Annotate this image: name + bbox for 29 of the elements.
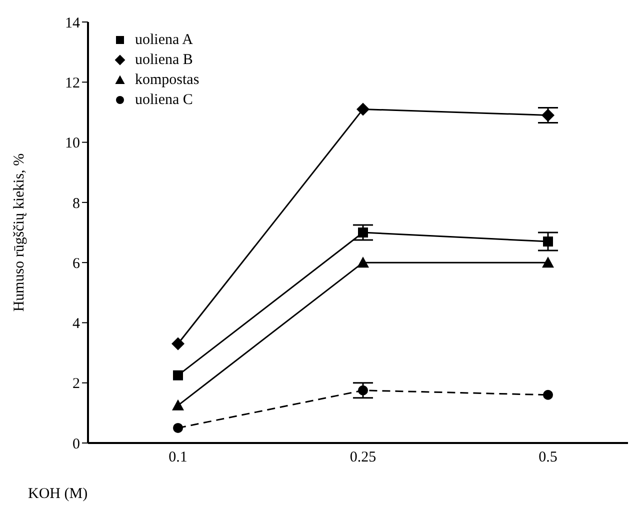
- y-tick-label: 2: [72, 376, 80, 392]
- y-tick-label: 6: [72, 256, 80, 272]
- x-tick-label: 0.25: [350, 450, 376, 466]
- point: [357, 256, 369, 268]
- legend-label: uoliena A: [135, 31, 193, 50]
- point: [173, 370, 183, 380]
- legend-label: uoliena C: [135, 91, 193, 110]
- x-axis-title: KOH (M): [28, 486, 88, 502]
- point: [356, 102, 370, 116]
- point: [173, 422, 183, 433]
- x-tick-label: 0.5: [538, 450, 558, 466]
- point: [542, 108, 554, 122]
- y-tick-label: 12: [65, 75, 80, 92]
- y-tick-label: 8: [72, 196, 80, 212]
- y-tick-label: 0: [72, 436, 80, 452]
- point: [543, 390, 553, 400]
- point: [358, 385, 368, 396]
- y-axis-title: Humuso rūgščių kiekis, %: [11, 153, 28, 312]
- legend-label: kompostas: [135, 71, 200, 90]
- y-tick-label: 4: [72, 316, 80, 332]
- y-tick-label: 10: [65, 136, 80, 152]
- y-tick-label: 14: [65, 15, 80, 32]
- point: [358, 228, 368, 238]
- point: [543, 236, 553, 247]
- legend-label: uoliena B: [135, 51, 193, 70]
- x-tick-label: 0.1: [168, 450, 188, 466]
- point: [172, 399, 184, 410]
- point: [542, 256, 554, 268]
- point: [172, 337, 184, 350]
